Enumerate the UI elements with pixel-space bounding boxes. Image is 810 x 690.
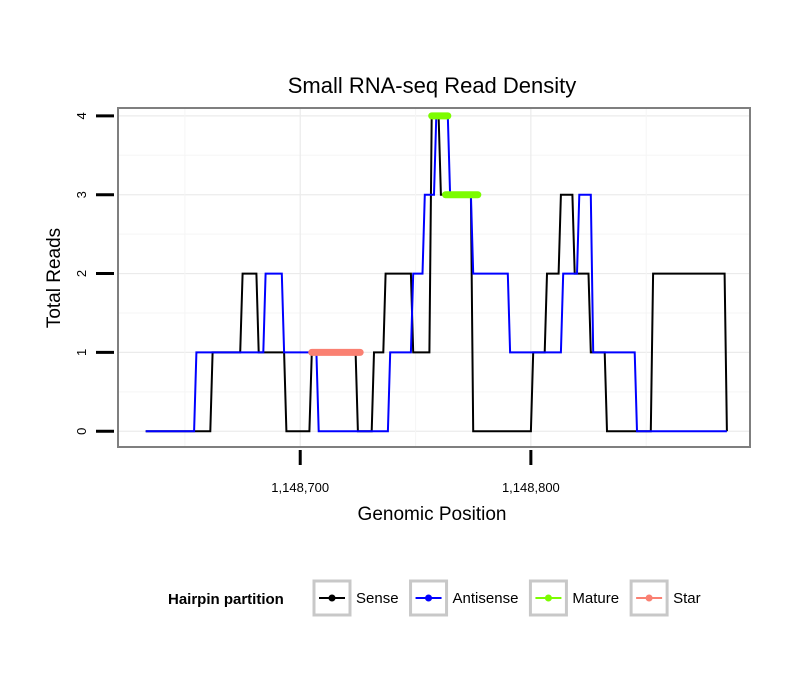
y-tick-label: 2	[74, 270, 89, 277]
x-axis-title: Genomic Position	[358, 504, 507, 525]
legend-title: Hairpin partition	[168, 591, 284, 608]
x-tick-label: 1,148,800	[502, 480, 560, 495]
legend-label: Sense	[356, 590, 399, 607]
y-tick-label: 0	[74, 428, 89, 435]
y-tick-label: 4	[74, 112, 89, 119]
legend-item-sense: Sense	[312, 579, 399, 617]
y-tick-label: 3	[74, 191, 89, 198]
legend-label: Mature	[572, 590, 619, 607]
legend-key-dot	[645, 594, 653, 602]
legend-key-dot	[544, 594, 552, 602]
legend-label: Star	[673, 590, 701, 607]
y-axis-title: Total Reads	[44, 228, 65, 328]
series-layer	[145, 112, 728, 433]
legend-item-antisense: Antisense	[409, 579, 519, 617]
legend-label: Antisense	[453, 590, 519, 607]
grid-lines	[118, 108, 750, 447]
plot-panel-border	[117, 107, 751, 448]
legend-item-star: Star	[629, 579, 701, 617]
x-tick-label: 1,148,700	[271, 480, 329, 495]
chart-title: Small RNA-seq Read Density	[288, 73, 577, 98]
y-axis: 0 1 2 3 4	[74, 112, 114, 435]
plot-panel-background	[118, 108, 750, 447]
y-tick-label: 1	[74, 349, 89, 356]
legend-item-mature: Mature	[528, 579, 619, 617]
legend-key-dot	[425, 594, 433, 602]
legend: Hairpin partition Sense Antisense Mature St…	[168, 579, 701, 617]
x-axis: 1,148,700 1,148,800	[271, 450, 560, 495]
legend-key-dot	[328, 594, 336, 602]
